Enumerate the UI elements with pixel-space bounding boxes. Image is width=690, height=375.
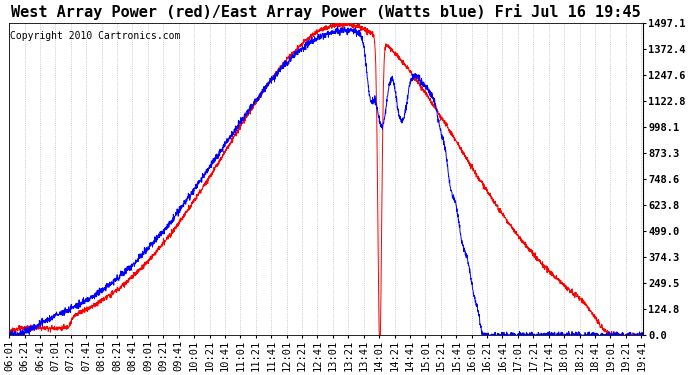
Title: West Array Power (red)/East Array Power (Watts blue) Fri Jul 16 19:45: West Array Power (red)/East Array Power … — [11, 4, 641, 20]
Text: Copyright 2010 Cartronics.com: Copyright 2010 Cartronics.com — [10, 30, 181, 40]
